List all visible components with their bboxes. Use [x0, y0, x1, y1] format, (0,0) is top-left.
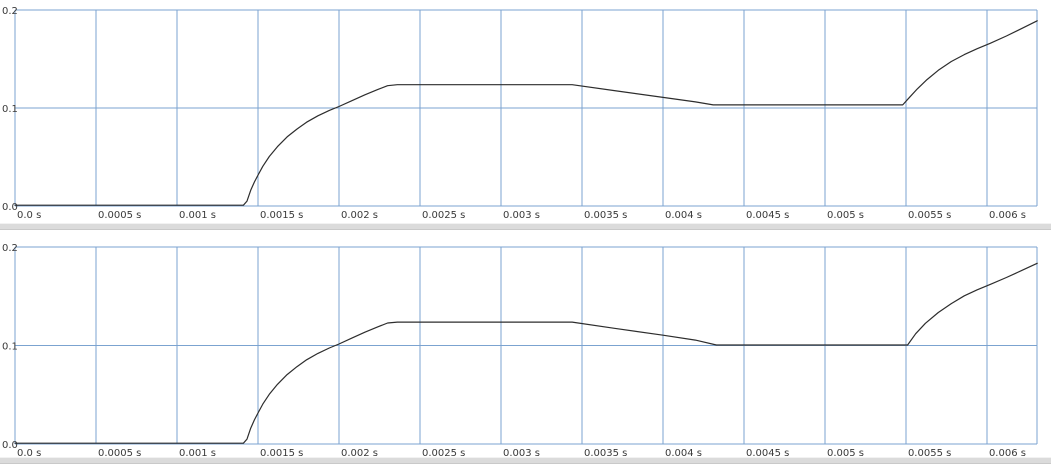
x-tick-label: 0.0015 s [260, 448, 303, 459]
x-tick-label: 0.0005 s [98, 210, 141, 221]
x-tick-label: 0.0045 s [746, 210, 789, 221]
x-tick-label: 0.0005 s [98, 448, 141, 459]
x-tick-label: 0.004 s [665, 448, 702, 459]
x-tick-label: 0.0025 s [422, 448, 465, 459]
x-tick-label: 0.003 s [503, 210, 540, 221]
x-tick-label: 0.005 s [827, 448, 864, 459]
x-tick-label: 0.0025 s [422, 210, 465, 221]
x-tick-label: 0.006 s [989, 210, 1026, 221]
scope-plot-lower[interactable]: 0.0 s 0.0005 s 0.001 s 0.0015 s 0.002 s 0.002… [0, 240, 1051, 463]
scope-plot-upper[interactable]: 0.0 s 0.0005 s 0.001 s 0.0015 s 0.002 s 0.002… [0, 0, 1051, 222]
y-tick-label: 0.1 [2, 104, 18, 115]
x-tick-label: 0.001 s [179, 448, 216, 459]
x-tick-label: 0.0 s [17, 448, 41, 459]
x-tick-label: 0.006 s [989, 448, 1026, 459]
x-tick-label: 0.0045 s [746, 448, 789, 459]
x-tick-label: 0.002 s [341, 210, 378, 221]
x-tick-label: 0.003 s [503, 448, 540, 459]
x-tick-label: 0.002 s [341, 448, 378, 459]
signal-trace [14, 20, 1038, 206]
y-tick-label: 0.0 [2, 202, 18, 213]
y-tick-label: 0.2 [2, 6, 18, 17]
x-tick-label: 0.0035 s [584, 448, 627, 459]
signal-trace [14, 262, 1038, 444]
x-tick-label: 0.001 s [179, 210, 216, 221]
pane-splitter[interactable] [0, 223, 1051, 230]
y-tick-label: 0.2 [2, 243, 18, 254]
x-tick-label: 0.005 s [827, 210, 864, 221]
x-tick-label: 0.0 s [17, 210, 41, 221]
x-tick-label: 0.0015 s [260, 210, 303, 221]
x-tick-label: 0.0055 s [908, 448, 951, 459]
x-tick-label: 0.0035 s [584, 210, 627, 221]
x-tick-label: 0.0055 s [908, 210, 951, 221]
x-tick-label: 0.004 s [665, 210, 702, 221]
y-tick-label: 0.0 [2, 440, 18, 451]
y-tick-label: 0.1 [2, 342, 18, 353]
